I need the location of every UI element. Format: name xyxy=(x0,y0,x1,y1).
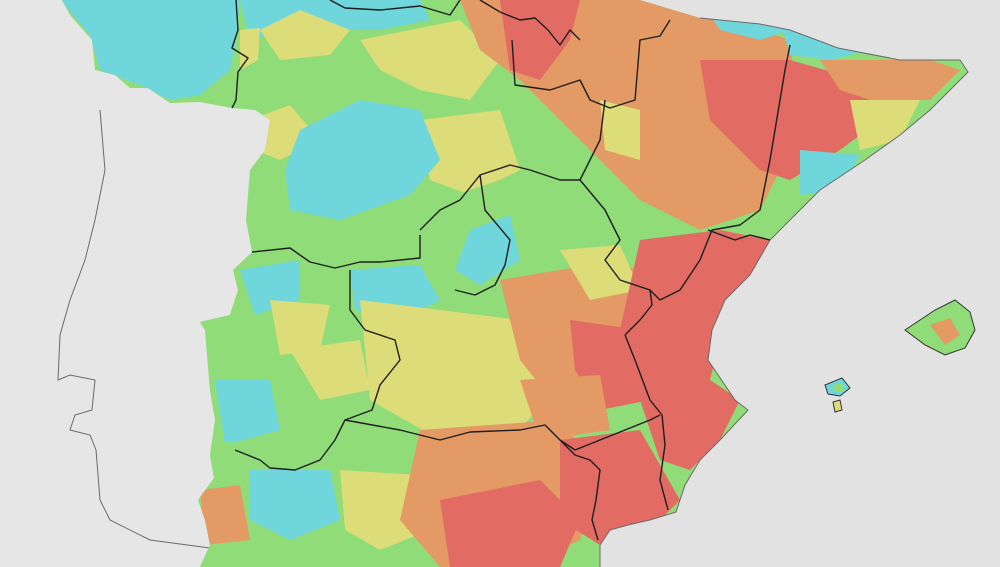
balearic-islands xyxy=(904,299,976,356)
portugal-coastline xyxy=(57,109,301,567)
portugal-outline xyxy=(0,0,270,567)
autonomous-community-borders xyxy=(231,0,791,541)
spain-coastline xyxy=(599,17,969,567)
ibiza xyxy=(824,377,851,413)
